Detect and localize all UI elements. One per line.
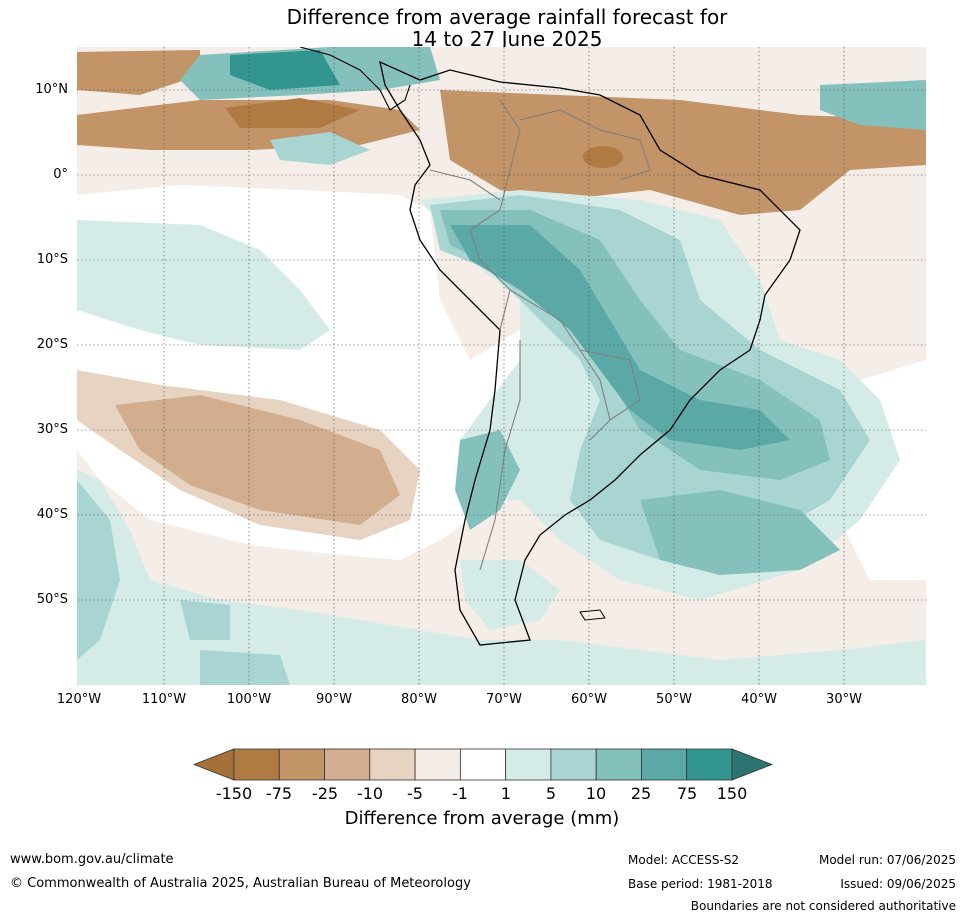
colorbar-bin [550,748,597,781]
colorbar-tick: 150 [716,784,748,803]
wetter-than-average-area [450,225,790,450]
colorbar-tick: -25 [311,784,339,803]
lat-label-20s: 20°S [36,337,68,352]
lat-label-40s: 40°S [36,507,68,522]
lon-label-100w: 100°W [226,692,272,707]
footer-url: www.bom.gov.au/climate [10,852,174,867]
colorbar-bin [641,748,688,781]
colorbar-tick: -75 [265,784,293,803]
wetter-than-average-area [270,132,370,165]
wetter-than-average-area [77,470,926,685]
south-america-coastline [379,60,801,646]
colorbar-bin [459,748,507,781]
colorbar-label: Difference from average (mm) [344,808,620,829]
lon-label-40w: 40°W [741,692,777,707]
colorbar-tick: 75 [676,784,698,803]
lon-label-120w: 120°W [56,692,102,707]
colorbar-tick: -10 [356,784,384,803]
colorbar-arrow-low [192,748,235,781]
drier-than-average-area [225,98,360,128]
graticule [77,47,926,685]
wetter-than-average-area [820,80,926,130]
footer-model-run: Model run: 07/06/2025 [818,853,956,867]
footer-copyright: © Commonwealth of Australia 2025, Austra… [10,876,471,891]
colorbar-bin [414,748,461,781]
wetter-than-average-area [230,50,340,90]
colorbar-tick: -1 [452,784,468,803]
colorbar [192,748,774,781]
lon-label-60w: 60°W [571,692,607,707]
lon-label-30w: 30°W [826,692,862,707]
lon-label-50w: 50°W [656,692,692,707]
colorbar-bin [278,748,325,781]
falkland-islands-outline [579,609,606,621]
colorbar-bin [233,748,280,781]
drier-than-average-area [77,50,200,95]
wetter-than-average-area [180,600,230,640]
map-title-line-2: 14 to 27 June 2025 [411,27,603,51]
colorbar-tick: 1 [500,784,512,803]
drier-than-average-area [115,395,400,525]
wetter-than-average-area [77,220,330,350]
footer-model: Model: ACCESS-S2 [628,853,740,867]
lon-label-90w: 90°W [316,692,352,707]
lat-label-50s: 50°S [36,592,68,607]
lat-label-30s: 30°S [36,422,68,437]
colorbar-bin [324,748,371,781]
rainfall-anomaly-field [77,47,926,685]
colorbar-tick: 10 [585,784,607,803]
colorbar-bin [505,748,552,781]
footer-base-period: Base period: 1981-2018 [628,877,773,891]
central-america-coastline [299,47,411,111]
footer-issued: Issued: 09/06/2025 [840,877,956,891]
wetter-than-average-area [200,650,290,685]
colorbar-arrow-high [731,748,774,781]
lon-label-80w: 80°W [401,692,437,707]
colorbar-tick: -5 [407,784,423,803]
map-title-line-1: Difference from average rainfall forecas… [286,5,728,29]
country-boundaries [429,99,651,571]
lat-label-10s: 10°S [36,252,68,267]
colorbar-tick: 25 [630,784,652,803]
wetter-than-average-area [77,480,120,660]
lat-label-10n: 10°N [35,82,68,97]
lat-label-0: 0° [53,167,68,182]
drier-than-average-area [583,146,623,168]
drier-than-average-area [440,90,926,215]
wetter-than-average-area [460,560,560,630]
colorbar-bin [686,748,733,781]
colorbar-tick: -150 [215,784,253,803]
colorbar-tick: 5 [545,784,557,803]
lon-label-110w: 110°W [141,692,187,707]
footer-disclaimer: Boundaries are not considered authoritat… [690,899,956,913]
wetter-than-average-area [640,490,840,575]
colorbar-bin [369,748,416,781]
lon-label-70w: 70°W [486,692,522,707]
colorbar-bin [595,748,642,781]
